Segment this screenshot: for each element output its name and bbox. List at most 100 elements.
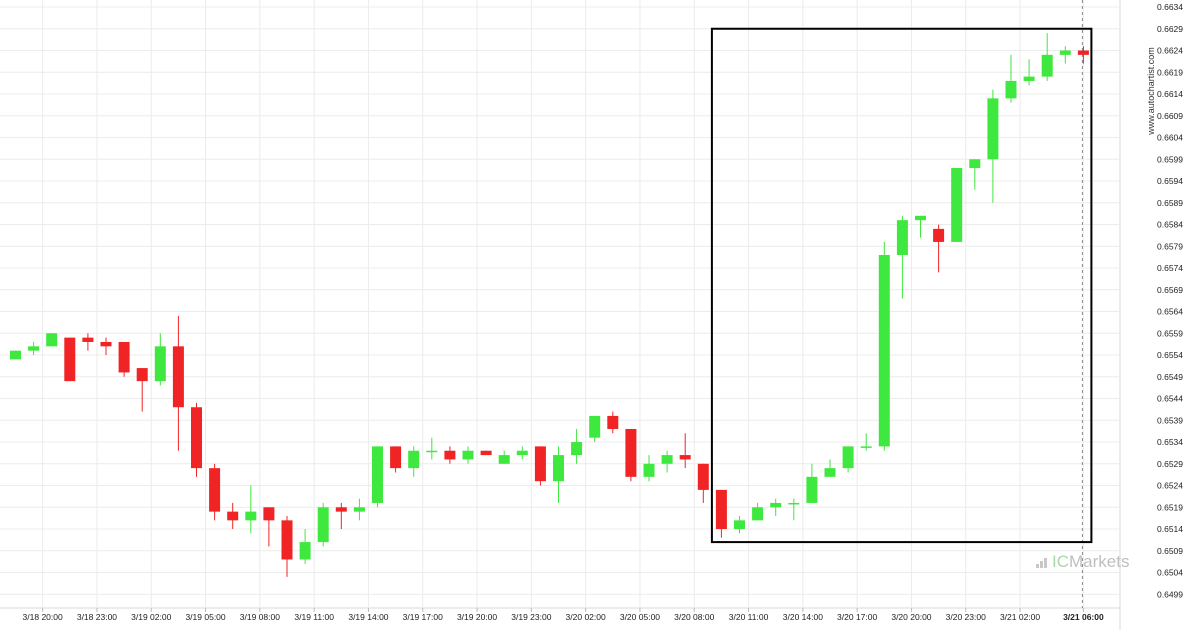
x-tick-label: 3/20 11:00 xyxy=(729,612,769,622)
y-tick-label: 0.6594 xyxy=(1157,176,1183,186)
candle xyxy=(100,337,112,356)
candle-body xyxy=(263,507,275,521)
candle-body xyxy=(607,415,619,429)
y-tick-label: 0.6539 xyxy=(1157,415,1183,425)
candle-body xyxy=(571,442,583,456)
candle-body xyxy=(969,159,981,168)
candle xyxy=(209,463,221,521)
y-tick-label: 0.6529 xyxy=(1157,459,1183,469)
candle-body xyxy=(317,507,329,543)
candle xyxy=(715,489,727,538)
candle-body xyxy=(28,346,40,351)
x-tick-label: 3/19 17:00 xyxy=(403,612,443,622)
candle xyxy=(372,446,383,508)
candle-body xyxy=(553,455,564,482)
candle xyxy=(534,446,546,486)
y-tick-label: 0.6534 xyxy=(1157,437,1183,447)
candle-body xyxy=(136,368,148,382)
candle-body xyxy=(516,450,528,456)
candle-body xyxy=(752,507,764,521)
candle xyxy=(227,502,239,530)
candle xyxy=(987,89,999,203)
candle xyxy=(408,446,420,477)
candle xyxy=(82,333,94,351)
x-tick-label: 3/18 23:00 xyxy=(77,612,117,622)
y-tick-label: 0.6504 xyxy=(1157,568,1183,578)
y-tick-label: 0.6579 xyxy=(1157,241,1183,251)
candle xyxy=(335,502,347,530)
candle-body xyxy=(408,450,420,469)
candle-body xyxy=(715,489,727,530)
x-tick-label: 3/20 08:00 xyxy=(674,612,714,622)
candle xyxy=(697,463,709,503)
candle-body xyxy=(643,463,655,477)
candle-body xyxy=(498,455,510,464)
candle-body xyxy=(933,228,945,242)
candle-body xyxy=(444,450,456,460)
candle xyxy=(752,502,764,521)
candle-body xyxy=(227,511,239,521)
candle xyxy=(625,428,637,482)
logo-name: Markets xyxy=(1069,552,1130,571)
candle-body xyxy=(10,350,21,360)
y-tick-label: 0.6559 xyxy=(1157,328,1183,338)
candle xyxy=(824,459,836,477)
candle xyxy=(951,167,963,242)
candle-body xyxy=(770,502,782,508)
candle xyxy=(571,428,583,464)
candle xyxy=(353,498,365,521)
candle xyxy=(679,433,691,469)
candle-body xyxy=(245,511,257,521)
candle xyxy=(10,350,21,360)
candle-body xyxy=(118,341,130,373)
candle xyxy=(317,502,329,547)
candle-body xyxy=(661,455,673,464)
candle-body xyxy=(878,254,890,447)
candle xyxy=(806,463,818,503)
candle xyxy=(788,498,800,521)
candle-body xyxy=(335,507,347,512)
candle-body xyxy=(534,446,546,482)
candle-body xyxy=(353,507,365,512)
candle-body xyxy=(390,446,402,469)
candle xyxy=(498,450,510,464)
y-tick-label: 0.6574 xyxy=(1157,263,1183,273)
candle-body xyxy=(1005,80,1017,99)
y-tick-label: 0.6624 xyxy=(1157,46,1183,56)
x-tick-label: 3/20 17:00 xyxy=(837,612,877,622)
candle-body xyxy=(679,455,691,460)
y-tick-label: 0.6564 xyxy=(1157,307,1183,317)
candle-body xyxy=(697,463,709,490)
candle-body xyxy=(1059,50,1071,55)
x-tick-label: 3/20 05:00 xyxy=(620,612,660,622)
candle xyxy=(915,215,926,238)
x-tick-label: 3/19 23:00 xyxy=(511,612,551,622)
candle-body xyxy=(462,450,474,460)
candle xyxy=(896,215,908,299)
candle xyxy=(607,411,619,434)
candle xyxy=(860,433,872,451)
candle-body xyxy=(625,428,637,477)
candle-body xyxy=(987,98,999,160)
candle-body xyxy=(154,346,166,382)
candle xyxy=(661,450,673,473)
y-tick-label: 0.6524 xyxy=(1157,481,1183,491)
x-tick-label: 3/20 02:00 xyxy=(566,612,606,622)
candle xyxy=(299,529,311,564)
y-tick-label: 0.6619 xyxy=(1157,67,1183,77)
x-tick-label: 3/19 02:00 xyxy=(131,612,171,622)
logo-bars-icon xyxy=(1036,556,1050,568)
candle xyxy=(933,224,945,273)
candle xyxy=(878,241,890,451)
candle xyxy=(553,446,564,503)
y-tick-label: 0.6519 xyxy=(1157,502,1183,512)
candle xyxy=(462,446,474,464)
watermark-url: www.autochartist.com xyxy=(1146,47,1156,135)
y-tick-label: 0.6509 xyxy=(1157,546,1183,556)
candle-body xyxy=(1077,50,1089,55)
candle-body xyxy=(734,520,745,530)
candle-body xyxy=(100,341,112,347)
x-tick-label: 3/20 20:00 xyxy=(891,612,931,622)
y-tick-label: 0.6629 xyxy=(1157,24,1183,34)
